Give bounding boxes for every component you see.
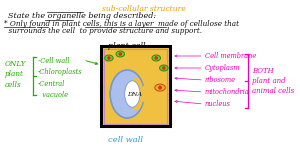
Circle shape [158, 86, 162, 90]
Text: ribosome: ribosome [205, 76, 236, 84]
Text: Cell membrane: Cell membrane [205, 52, 256, 60]
Ellipse shape [105, 55, 113, 61]
Text: Cytoplasm: Cytoplasm [205, 64, 240, 72]
Bar [101, 46, 170, 126]
Text: DNA: DNA [128, 92, 142, 96]
Text: nucleus: nucleus [205, 100, 230, 108]
Circle shape [154, 56, 158, 60]
Text: ONLY
plant
cells: ONLY plant cells [5, 60, 26, 89]
Ellipse shape [127, 78, 146, 110]
Text: sub-cellular structure: sub-cellular structure [102, 5, 186, 13]
Text: plant cell:: plant cell: [108, 42, 148, 50]
Ellipse shape [116, 51, 124, 57]
Circle shape [162, 66, 166, 70]
Circle shape [107, 56, 111, 60]
Text: -Cell wall
-Chloroplasts
-Central
  vacuole: -Cell wall -Chloroplasts -Central vacuol… [38, 57, 82, 99]
Ellipse shape [155, 84, 165, 91]
Text: State the organelle being described:: State the organelle being described: [8, 12, 156, 20]
Text: * Only found in plant cells, this is a layer  made of cellulose that: * Only found in plant cells, this is a l… [4, 20, 239, 28]
Ellipse shape [110, 70, 144, 118]
Ellipse shape [160, 65, 168, 71]
Text: BOTH
plant and
animal cells: BOTH plant and animal cells [252, 67, 294, 95]
Text: surrounds the cell  to provide structure and support.: surrounds the cell to provide structure … [4, 27, 202, 35]
Text: mitochondria: mitochondria [205, 88, 249, 96]
Circle shape [118, 52, 122, 56]
Bar [104, 49, 167, 123]
Ellipse shape [152, 55, 160, 61]
Ellipse shape [125, 81, 140, 107]
Text: cell wall: cell wall [108, 136, 143, 144]
